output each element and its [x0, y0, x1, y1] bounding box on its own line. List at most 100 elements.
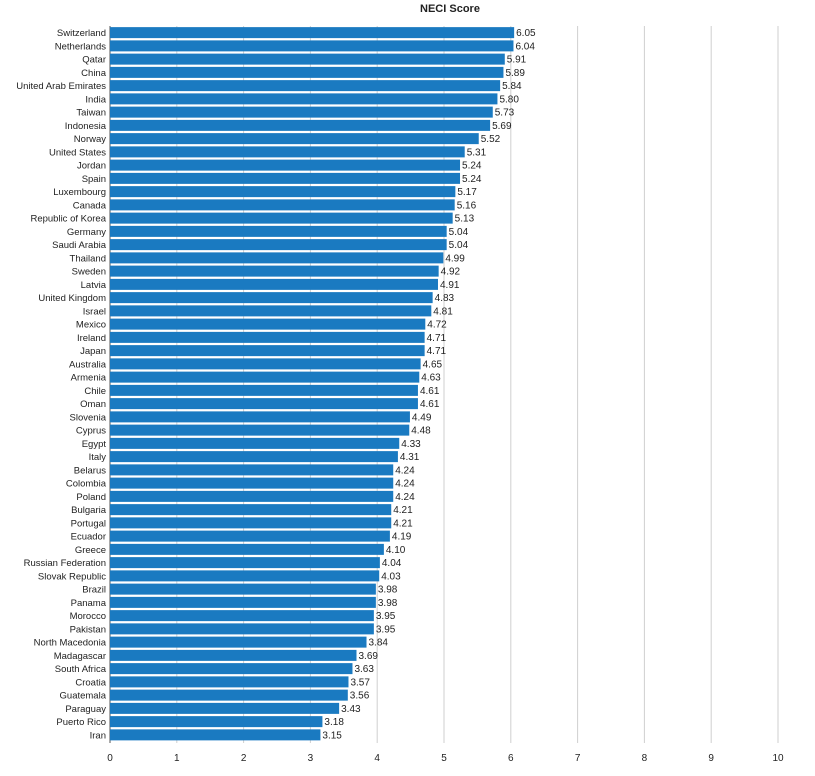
bar: [110, 278, 438, 290]
bar: [110, 239, 447, 251]
value-label: 4.04: [382, 558, 402, 569]
category-label: Pakistan: [70, 624, 106, 635]
bar: [110, 596, 376, 608]
x-tick-label: 2: [241, 753, 247, 764]
category-label: Spain: [82, 174, 106, 185]
bar: [110, 252, 444, 264]
category-label: Guatemala: [60, 691, 107, 702]
value-label: 4.61: [420, 386, 440, 397]
bar: [110, 146, 465, 158]
gridlines: [109, 26, 779, 743]
bar: [110, 437, 400, 449]
category-label: United States: [49, 147, 106, 158]
value-label: 5.69: [492, 121, 512, 132]
value-label: 4.33: [401, 439, 421, 450]
value-label: 5.91: [507, 55, 527, 66]
bar: [110, 292, 433, 304]
bar: [110, 424, 410, 436]
bar: [110, 80, 501, 92]
value-label: 4.91: [440, 280, 460, 291]
category-label: Japan: [80, 346, 106, 357]
category-label: Chile: [84, 386, 106, 397]
category-label: Armenia: [71, 373, 107, 384]
value-label: 3.98: [378, 598, 398, 609]
value-label: 4.03: [381, 571, 401, 582]
value-label: 5.16: [457, 200, 477, 211]
value-label: 3.63: [354, 664, 374, 675]
value-label: 4.21: [393, 505, 413, 516]
bar: [110, 504, 392, 516]
bar: [110, 358, 421, 370]
value-label: 4.81: [433, 306, 453, 317]
category-label: Belarus: [74, 465, 106, 476]
value-label: 4.65: [423, 359, 443, 370]
category-label: Paraguay: [65, 704, 106, 715]
category-label: India: [85, 94, 106, 105]
bar: [110, 318, 426, 330]
bar: [110, 27, 515, 39]
bar: [110, 557, 380, 569]
bar: [110, 570, 380, 582]
value-label: 5.89: [505, 68, 525, 79]
category-label: Greece: [75, 545, 106, 556]
category-label: Ecuador: [71, 532, 106, 543]
value-label: 3.56: [350, 691, 370, 702]
category-label: Indonesia: [65, 121, 107, 132]
bar: [110, 331, 425, 343]
category-label: Slovenia: [70, 412, 107, 423]
category-label: Sweden: [72, 267, 106, 278]
bar: [110, 225, 447, 237]
value-label: 3.98: [378, 585, 398, 596]
category-label: Cyprus: [76, 426, 106, 437]
bar: [110, 371, 420, 383]
category-label: Luxembourg: [53, 187, 106, 198]
x-tick-label: 10: [772, 753, 784, 764]
value-label: 4.24: [395, 465, 415, 476]
bars: [110, 27, 515, 741]
bar: [110, 490, 394, 502]
category-label: Colombia: [66, 479, 107, 490]
value-label: 5.04: [449, 240, 469, 251]
bar: [110, 186, 456, 198]
value-label: 5.73: [495, 108, 515, 119]
bar: [110, 106, 493, 118]
value-label: 5.24: [462, 161, 482, 172]
value-label: 4.99: [445, 253, 465, 264]
chart-title: NECI Score: [420, 3, 480, 15]
value-label: 5.04: [449, 227, 469, 238]
x-tick-label: 9: [708, 753, 714, 764]
bar: [110, 66, 504, 78]
bar: [110, 411, 410, 423]
value-label: 3.57: [350, 677, 370, 688]
category-label: Brazil: [82, 585, 106, 596]
category-label: South Africa: [55, 664, 107, 675]
bar: [110, 649, 357, 661]
value-label: 4.71: [427, 346, 447, 357]
category-label: Switzerland: [57, 28, 106, 39]
category-label: Mexico: [76, 320, 106, 331]
value-label: 4.83: [435, 293, 455, 304]
value-label: 5.80: [499, 94, 519, 105]
bar: [110, 53, 505, 65]
value-label: 5.17: [457, 187, 477, 198]
value-label: 3.95: [376, 611, 396, 622]
bar: [110, 305, 432, 317]
bar: [110, 212, 453, 224]
bar: [110, 530, 390, 542]
value-label: 4.24: [395, 492, 415, 503]
category-label: China: [81, 68, 107, 79]
x-tick-label: 5: [441, 753, 447, 764]
bar: [110, 398, 418, 410]
value-label: 4.61: [420, 399, 440, 410]
category-label: Egypt: [82, 439, 107, 450]
value-label: 4.72: [427, 320, 447, 331]
category-label: Slovak Republic: [38, 571, 106, 582]
value-label: 3.69: [358, 651, 378, 662]
category-label: Puerto Rico: [56, 717, 106, 728]
value-label: 5.24: [462, 174, 482, 185]
value-label: 6.05: [516, 28, 536, 39]
value-label: 4.92: [441, 267, 461, 278]
value-label: 4.24: [395, 479, 415, 490]
category-labels: Switzerland Netherlands Qatar China United A…: [16, 28, 106, 741]
